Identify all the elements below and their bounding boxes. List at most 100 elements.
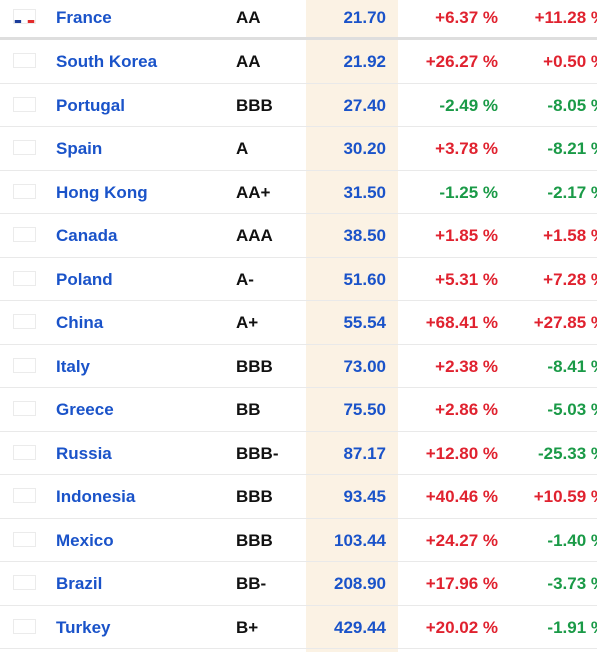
table-row: Portugal BBB 27.40 -2.49 % -8.05 %: [0, 84, 597, 127]
flag-portugal-icon: [13, 96, 36, 112]
credit-rating: B+: [236, 617, 259, 637]
change-short-term: +2.38 %: [435, 356, 498, 376]
flag-spain-icon: [13, 140, 36, 156]
change-short-term: +1.85 %: [435, 226, 498, 245]
table-row: Indonesia BBB 93.45 +40.46 % +10.59 %: [0, 475, 597, 519]
cds-value: 429.44: [334, 617, 386, 637]
country-link[interactable]: Brazil: [56, 574, 103, 593]
cds-value: 73.00: [343, 356, 386, 376]
change-long-term: +1.58 %: [543, 226, 597, 245]
change-short-term: +24.27 %: [425, 530, 498, 550]
change-long-term: -2.17 %: [547, 182, 597, 202]
credit-rating: BBB-: [236, 443, 279, 463]
change-long-term: -5.03 %: [547, 400, 597, 419]
flag-poland-icon: [13, 270, 36, 286]
credit-rating: BB-: [236, 574, 267, 593]
cds-value: 87.17: [343, 443, 386, 463]
cds-value: 208.90: [334, 574, 386, 593]
change-long-term: -1.91 %: [547, 617, 597, 637]
table-row: Canada AAA 38.50 +1.85 % +1.58 %: [0, 214, 597, 258]
cds-value: 21.70: [343, 8, 386, 27]
change-long-term: -25.33 %: [537, 443, 597, 463]
flag-greece-icon: [13, 401, 36, 417]
table-row: France AA 21.70 +6.37 % +11.28 %: [0, 0, 597, 40]
country-link[interactable]: Portugal: [56, 95, 125, 115]
change-short-term: +12.80 %: [425, 443, 498, 463]
change-long-term-cell: +11.28 %: [505, 0, 597, 36]
change-long-term: +10.59 %: [533, 487, 597, 506]
change-long-term: -3.73 %: [547, 574, 597, 593]
credit-rating: AA: [236, 52, 261, 71]
credit-rating: BBB: [236, 95, 273, 115]
table-row: Brazil BB- 208.90 +17.96 % -3.73 %: [0, 562, 597, 606]
flag-hong-kong-icon: [13, 183, 36, 199]
flag-turkey-icon: [13, 618, 36, 634]
cds-value: 27.40: [343, 95, 386, 115]
country-link[interactable]: Poland: [56, 269, 113, 289]
credit-rating: BB: [236, 400, 261, 419]
table-row: Italy BBB 73.00 +2.38 % -8.41 %: [0, 345, 597, 388]
country-link[interactable]: Italy: [56, 356, 91, 376]
change-short-term: +40.46 %: [425, 487, 498, 506]
country-link[interactable]: Mexico: [56, 530, 114, 550]
change-long-term-cell: -25.33 %: [505, 432, 597, 476]
country-link[interactable]: China: [56, 313, 104, 332]
flag-china-icon: [13, 314, 36, 330]
change-short-term: +26.27 %: [425, 52, 498, 71]
country-link[interactable]: Russia: [56, 443, 112, 463]
table-row: Russia BBB- 87.17 +12.80 % -25.33 %: [0, 432, 597, 476]
cds-value: 38.50: [343, 226, 386, 245]
country-link[interactable]: South Korea: [56, 52, 158, 71]
credit-rating: A+: [236, 313, 259, 332]
flag-brazil-icon: [13, 575, 36, 591]
credit-rating: BBB: [236, 487, 273, 506]
change-long-term-cell: +27.85 %: [505, 301, 597, 345]
change-long-term-cell: -2.17 %: [505, 171, 597, 215]
cds-value: 103.44: [334, 530, 386, 550]
country-link[interactable]: France: [56, 8, 112, 27]
credit-rating: BBB: [236, 530, 273, 550]
flag-russia-icon: [13, 444, 36, 460]
change-long-term-cell: -3.73 %: [505, 562, 597, 606]
country-link[interactable]: Greece: [56, 400, 114, 419]
change-long-term-cell: +0.50 %: [505, 40, 597, 84]
country-link[interactable]: Hong Kong: [56, 182, 148, 202]
flag-south-korea-icon: [13, 53, 36, 69]
table-row: China A+ 55.54 +68.41 % +27.85 %: [0, 301, 597, 345]
table-row: South Korea AA 21.92 +26.27 % +0.50 %: [0, 40, 597, 84]
change-long-term: -8.05 %: [547, 95, 597, 115]
credit-rating: A-: [236, 269, 254, 289]
cds-value: 21.92: [343, 52, 386, 71]
change-long-term: -1.40 %: [547, 530, 597, 550]
cds-value: 55.54: [343, 313, 386, 332]
change-long-term-cell: -5.03 %: [505, 388, 597, 432]
change-long-term-cell: +1.58 %: [505, 214, 597, 258]
change-short-term: -1.25 %: [439, 182, 498, 202]
flag-canada-icon: [13, 227, 36, 243]
cds-value: 75.50: [343, 400, 386, 419]
table-row: Spain A 30.20 +3.78 % -8.21 %: [0, 127, 597, 171]
change-short-term: +3.78 %: [435, 139, 498, 158]
credit-rating: AAA: [236, 226, 273, 245]
country-link[interactable]: Canada: [56, 226, 118, 245]
change-short-term: -2.49 %: [439, 95, 498, 115]
flag-indonesia-icon: [13, 488, 36, 504]
change-short-term: +2.86 %: [435, 400, 498, 419]
cds-value: 93.45: [343, 487, 386, 506]
change-short-term: +68.41 %: [425, 313, 498, 332]
country-link[interactable]: Spain: [56, 139, 103, 158]
change-short-term: +5.31 %: [435, 269, 498, 289]
change-long-term: -8.21 %: [547, 139, 597, 158]
change-long-term: +27.85 %: [533, 313, 597, 332]
flag-italy-icon: [13, 357, 36, 373]
country-link[interactable]: Indonesia: [56, 487, 136, 506]
country-link[interactable]: Turkey: [56, 617, 111, 637]
table-row: Poland A- 51.60 +5.31 % +7.28 %: [0, 258, 597, 301]
change-short-term: +6.37 %: [435, 8, 498, 27]
credit-rating: A: [236, 139, 249, 158]
credit-rating: AA+: [236, 182, 271, 202]
change-long-term: +0.50 %: [543, 52, 597, 71]
change-short-term: +20.02 %: [425, 617, 498, 637]
flag-mexico-icon: [13, 531, 36, 547]
table-row: Hong Kong AA+ 31.50 -1.25 % -2.17 %: [0, 171, 597, 215]
